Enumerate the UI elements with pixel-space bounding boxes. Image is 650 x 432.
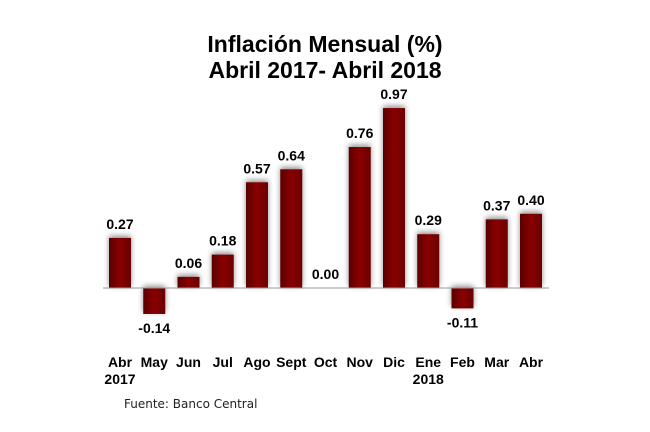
bar	[383, 108, 405, 288]
chart-subtitle: Abril 2017- Abril 2018	[208, 57, 442, 83]
x-tick-label: Jun	[176, 354, 201, 370]
x-tick-label: Feb	[450, 354, 475, 370]
x-tick-label: Ene	[415, 354, 441, 370]
data-label: 0.29	[415, 212, 442, 228]
bar	[485, 219, 508, 288]
data-label: 0.76	[346, 125, 373, 141]
bar	[109, 237, 131, 288]
data-label: 0.27	[106, 216, 133, 232]
x-tick-label: Ago	[243, 354, 270, 370]
data-label: -0.11	[447, 314, 478, 330]
x-tick-label: Sept	[276, 354, 307, 370]
x-tick-label: Dic	[383, 354, 405, 370]
bar	[348, 147, 371, 288]
x-tick-label: May	[141, 354, 168, 370]
x-tick-label: Abr	[108, 354, 133, 370]
data-label: 0.40	[517, 192, 544, 208]
x-tick-label: Oct	[314, 354, 338, 370]
data-label: 0.00	[312, 266, 339, 282]
source-note: Fuente: Banco Central	[124, 397, 258, 411]
x-tick-label: Abr	[519, 354, 544, 370]
bar	[280, 169, 303, 288]
data-label: 0.64	[278, 147, 305, 163]
bar	[520, 213, 542, 288]
data-label: 0.37	[483, 197, 510, 213]
data-label: 0.57	[243, 160, 270, 176]
data-label: 0.18	[209, 233, 236, 249]
x-tick-label: Mar	[484, 354, 509, 370]
x-tick-label: Jul	[213, 354, 233, 370]
data-label: 0.06	[175, 255, 202, 271]
chart-title: Inflación Mensual (%)	[207, 31, 443, 57]
bar	[451, 288, 474, 309]
bar	[143, 288, 166, 314]
bar	[246, 182, 268, 288]
data-label: 0.97	[380, 86, 407, 102]
bar	[417, 234, 440, 288]
data-label: -0.14	[138, 320, 170, 336]
x-tick-year: 2017	[104, 371, 135, 387]
x-tick-label: Nov	[347, 354, 374, 370]
bar	[211, 254, 234, 288]
bar	[177, 276, 200, 288]
x-tick-year: 2018	[413, 371, 444, 387]
